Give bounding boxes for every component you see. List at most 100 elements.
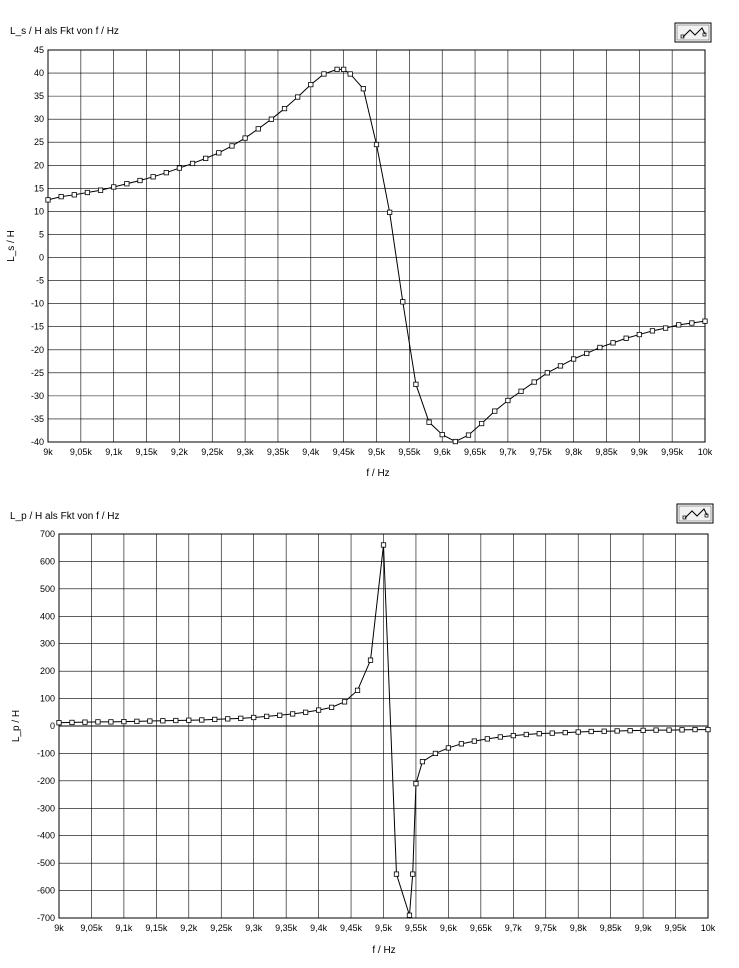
data-point [588,728,594,735]
data-point [387,209,393,215]
data-point [108,719,114,725]
y-tick-label: -700 [37,913,55,923]
y-tick-label: -20 [31,345,44,355]
data-point [562,729,568,736]
data-point [676,322,682,328]
x-tick-label: 9,05k [70,447,93,457]
graph-palette-icon [682,27,706,38]
y-tick-label: 20 [34,160,44,170]
data-point [575,729,581,735]
x-tick-label: 9,85k [595,447,618,457]
data-point [189,160,196,167]
data-point [571,356,577,362]
y-tick-label: 200 [40,666,55,676]
data-point [199,717,205,723]
x-tick-label: 9,65k [464,447,487,457]
x-tick-label: 9,05k [80,923,103,933]
x-tick-label: 9,6k [440,923,458,933]
chart-2-title: L_p / H als Fkt von f / Hz [10,511,119,522]
graph-palette-icon [684,508,708,519]
x-tick-label: 9,65k [470,923,493,933]
y-tick-label: -100 [37,748,55,758]
y-tick-label: 700 [40,529,55,539]
data-point [173,717,179,724]
data-point [432,750,439,757]
y-tick-label: 45 [34,45,44,55]
data-point [229,143,235,149]
x-tick-label: 9,75k [530,447,553,457]
y-tick-label: -40 [31,437,44,447]
x-tick-label: 9,7k [505,923,523,933]
chart-2-y-label: L_p / H [11,710,22,742]
data-point [510,733,516,739]
data-point [203,155,209,161]
data-point [393,871,400,877]
data-point [445,745,452,751]
data-point [544,370,550,376]
data-point [465,432,472,438]
y-tick-label: 25 [34,137,44,147]
x-tick-label: 9,55k [405,923,428,933]
y-tick-label: -30 [31,391,44,401]
x-tick-label: 9,15k [136,447,159,457]
chart-1-y-ticks: 45 40 35 30 25 20 15 10 5 0 -5 -10 -15 -20 -25 -30 -35 -4… [31,45,44,447]
data-point [380,542,387,548]
y-tick-label: 10 [34,206,44,216]
chart-2-x-ticks: 9k 9,05k 9,1k 9,15k 9,2k 9,25k 9,3k 9,35k 9,4k 9,… [54,923,716,933]
data-point [536,731,542,737]
data-point [341,699,348,705]
data-point [58,194,64,200]
x-tick-label: 9,2k [171,447,189,457]
data-point [531,379,537,385]
data-point [238,715,244,721]
y-tick-label: 600 [40,556,55,566]
x-tick-label: 9,9k [635,923,653,933]
data-point [413,381,419,387]
x-tick-label: 9,95k [665,923,688,933]
chart-2-y-ticks: 700 600 500 400 300 200 100 0 -100 -200 -300 -400 -5… [37,529,55,923]
data-point [82,719,88,725]
data-point [627,728,633,734]
y-tick-label: -300 [37,803,55,813]
series-line [47,68,706,443]
data-point [242,135,248,141]
x-tick-label: 9k [54,923,64,933]
data-point [163,170,169,176]
data-point [679,727,685,733]
data-point [584,350,590,357]
chart-1-palette-button[interactable] [674,22,712,43]
y-tick-label: 5 [39,229,44,239]
chart-2: L_p / H als Fkt von f / Hz 700 600 500 400 3… [10,503,716,956]
data-point [439,432,445,438]
data-point [56,720,62,726]
data-point [137,177,143,184]
data-point [251,714,257,721]
data-point [419,759,426,765]
y-tick-label: 400 [40,611,55,621]
data-point [484,736,490,742]
chart-1: L_s / H als Fkt von f / Hz 45 40 35 30 25 20 1… [6,22,713,479]
data-point [636,331,642,338]
data-point [413,781,419,787]
x-tick-label: 9,1k [105,447,123,457]
data-point [689,320,695,326]
data-point [328,704,335,710]
data-point [160,718,166,724]
x-tick-label: 9,6k [434,447,452,457]
chart-2-series [56,542,711,918]
y-tick-label: -200 [37,776,55,786]
x-tick-label: 9,8k [565,447,583,457]
x-tick-label: 9,35k [275,923,298,933]
x-tick-label: 9,25k [210,923,233,933]
y-tick-label: 0 [39,253,44,263]
y-tick-label: -500 [37,858,55,868]
chart-2-x-label: f / Hz [372,945,395,956]
x-tick-label: 9,95k [661,447,684,457]
data-point [134,718,140,724]
x-tick-label: 10k [701,923,716,933]
data-point [216,150,222,156]
data-point [176,165,182,171]
chart-1-y-label: L_s / H [6,230,17,262]
chart-2-palette-button[interactable] [676,503,714,524]
